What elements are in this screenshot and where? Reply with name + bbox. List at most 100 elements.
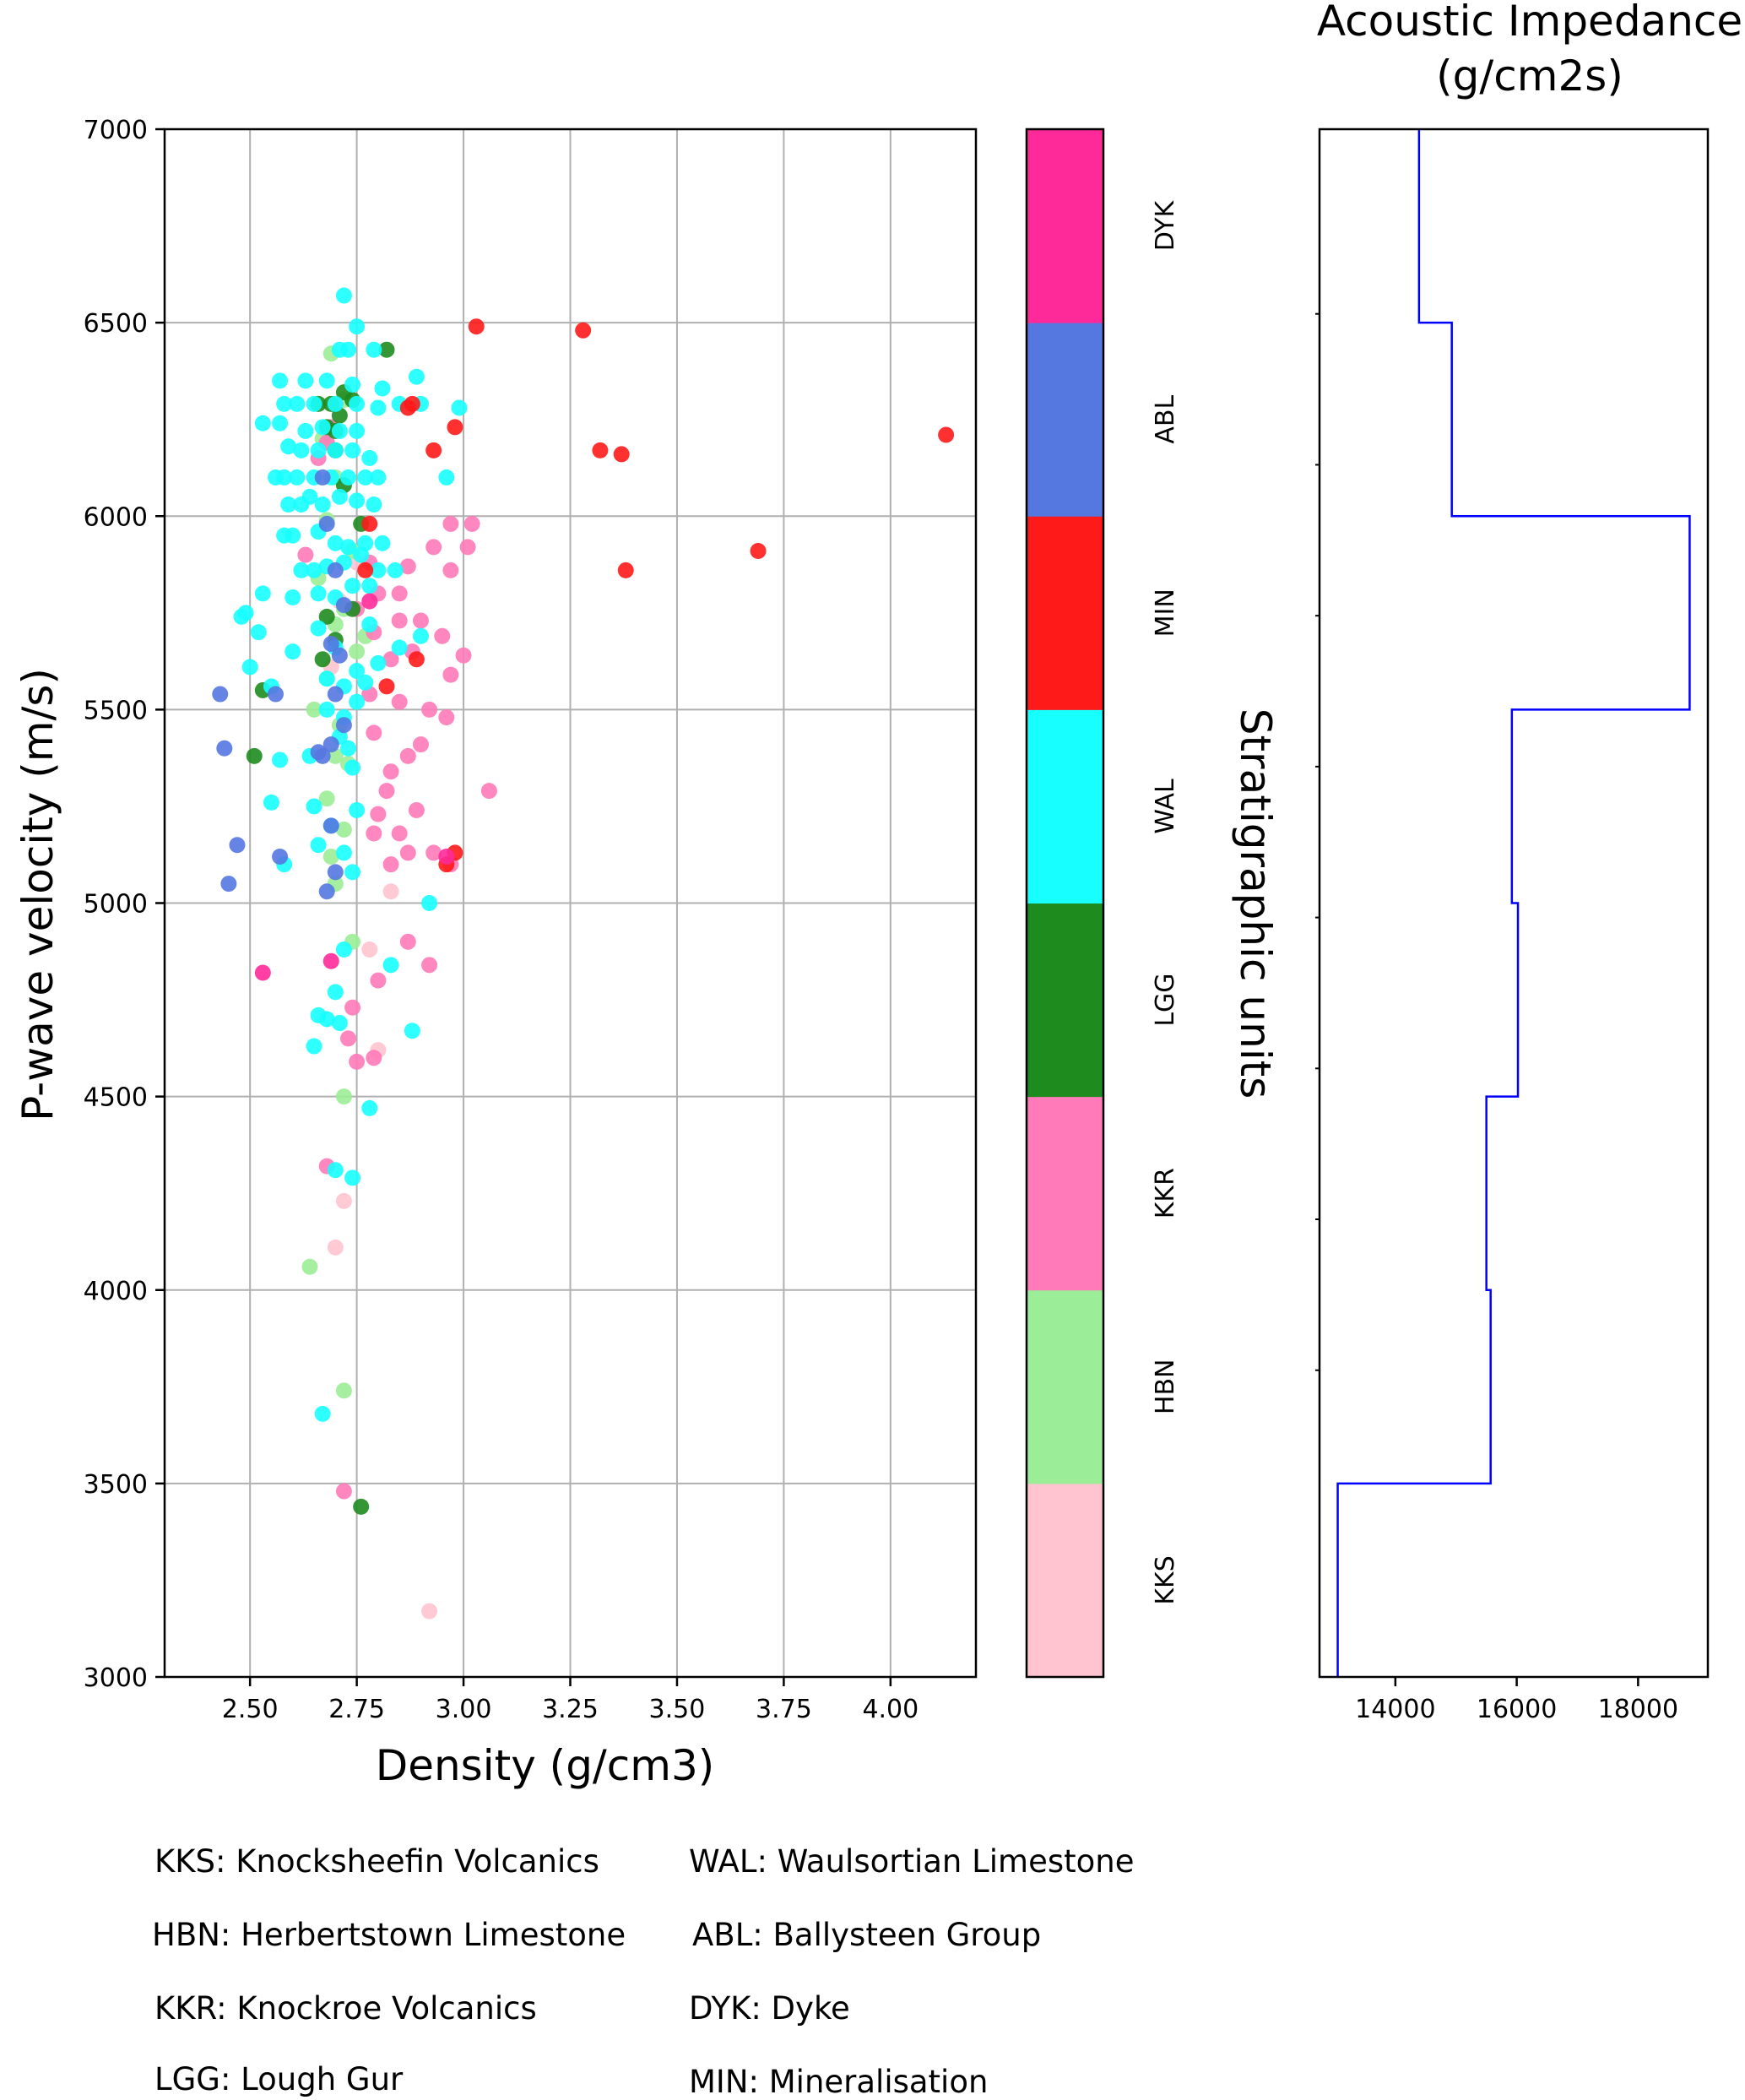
data-point-wal — [344, 864, 361, 881]
data-point-lgg — [314, 651, 331, 668]
series-min — [357, 318, 955, 873]
data-point-kkr — [391, 585, 408, 602]
data-point-abl — [212, 686, 229, 703]
data-point-min — [378, 678, 395, 695]
data-point-abl — [327, 562, 344, 578]
data-point-kkr — [421, 957, 438, 974]
data-point-abl — [335, 717, 352, 734]
data-point-kkr — [378, 783, 395, 800]
data-point-kkr — [459, 539, 476, 556]
data-point-wal — [366, 341, 382, 358]
data-point-kkr — [442, 562, 459, 578]
data-point-kkr — [391, 825, 408, 842]
stratigraphic-colorbar: KKS HBN KKR LGG WAL MIN ABL DYK Stratigraphic u… — [1025, 128, 1280, 1679]
colorbar-label-lgg: LGG — [1151, 973, 1180, 1026]
data-point-kkr — [455, 647, 472, 664]
colorbar-blocks — [1027, 129, 1103, 1678]
data-point-hbn — [318, 790, 335, 807]
data-point-hbn — [301, 1258, 318, 1275]
data-point-min — [575, 322, 592, 339]
data-point-wal — [314, 419, 331, 436]
data-point-kkr — [442, 666, 459, 683]
colorbar-block-kks — [1027, 1483, 1103, 1678]
data-point-lgg — [318, 608, 335, 625]
x-axis-title: Density (g/cm3) — [376, 1741, 715, 1790]
colorbar-block-hbn — [1027, 1289, 1103, 1484]
impedance-x-tick-label: 14000 — [1355, 1695, 1435, 1724]
data-point-kkr — [434, 627, 451, 644]
colorbar-block-kkr — [1027, 1096, 1103, 1291]
data-point-wal — [349, 422, 366, 439]
x-tick-label: 3.25 — [542, 1695, 599, 1724]
data-point-min — [408, 651, 425, 668]
data-point-wal — [310, 620, 327, 637]
data-point-dyk — [438, 849, 455, 866]
y-tick-label: 3000 — [84, 1663, 148, 1693]
data-point-wal — [357, 534, 374, 551]
data-point-wal — [331, 488, 348, 505]
data-point-min — [447, 419, 463, 436]
colorbar-label-kks: KKS — [1151, 1555, 1180, 1604]
y-tick-label: 7000 — [84, 116, 148, 145]
colorbar-label-kkr: KKR — [1151, 1168, 1180, 1218]
data-point-wal — [327, 984, 344, 1001]
scatter-y-ticks: 3000 3500 4000 4500 5000 5500 6000 6500 7000 — [84, 116, 165, 1693]
data-point-wal — [318, 1011, 335, 1028]
data-point-dyk — [254, 964, 271, 981]
data-point-kkr — [335, 1483, 352, 1500]
data-point-wal — [293, 562, 310, 578]
data-point-wal — [306, 562, 322, 578]
data-point-wal — [451, 399, 468, 416]
data-point-hbn — [306, 701, 322, 718]
series-wal — [233, 287, 468, 1422]
colorbar-label-hbn: HBN — [1151, 1359, 1180, 1415]
data-point-wal — [361, 616, 378, 633]
y-tick-label: 6500 — [84, 309, 148, 339]
data-point-abl — [322, 635, 339, 652]
data-point-wal — [370, 562, 387, 578]
data-point-kkr — [421, 701, 438, 718]
data-point-abl — [318, 515, 335, 532]
data-point-wal — [421, 895, 438, 911]
data-point-min — [613, 446, 630, 463]
colorbar-label-abl: ABL — [1151, 394, 1180, 443]
data-point-wal — [339, 469, 356, 486]
colorbar-block-abl — [1027, 323, 1103, 517]
colorbar-block-lgg — [1027, 903, 1103, 1098]
data-point-wal — [301, 488, 318, 505]
data-point-hbn — [349, 643, 366, 660]
y-tick-label: 4500 — [84, 1083, 148, 1113]
data-point-wal — [387, 562, 404, 578]
data-point-lgg — [378, 341, 395, 358]
data-point-wal — [310, 837, 327, 854]
data-point-min — [425, 442, 442, 459]
data-point-wal — [254, 415, 271, 431]
impedance-x-tick-label: 16000 — [1477, 1695, 1557, 1724]
data-point-abl — [216, 740, 233, 757]
colorbar-label-wal: WAL — [1151, 779, 1180, 834]
data-point-wal — [339, 740, 356, 757]
data-point-hbn — [335, 1382, 352, 1399]
data-point-wal — [370, 399, 387, 416]
data-point-wal — [361, 1099, 378, 1116]
data-point-min — [357, 562, 374, 578]
data-point-abl — [220, 876, 237, 893]
data-point-kkr — [366, 1050, 382, 1066]
data-point-min — [361, 515, 378, 532]
data-point-wal — [344, 578, 361, 594]
data-point-min — [404, 395, 420, 412]
data-point-wal — [327, 442, 344, 459]
impedance-frame — [1318, 128, 1710, 1679]
data-point-wal — [272, 752, 289, 768]
data-point-wal — [404, 1023, 420, 1039]
data-point-wal — [344, 442, 361, 459]
y-tick-label: 5500 — [84, 696, 148, 725]
impedance-title-line-1: Acoustic Impedance — [1317, 0, 1742, 46]
data-point-hbn — [335, 821, 352, 838]
data-point-kkr — [370, 806, 387, 822]
data-point-wal — [272, 415, 289, 431]
data-point-wal — [237, 605, 254, 621]
data-point-min — [750, 542, 767, 559]
data-point-wal — [412, 627, 429, 644]
data-point-wal — [361, 578, 378, 594]
